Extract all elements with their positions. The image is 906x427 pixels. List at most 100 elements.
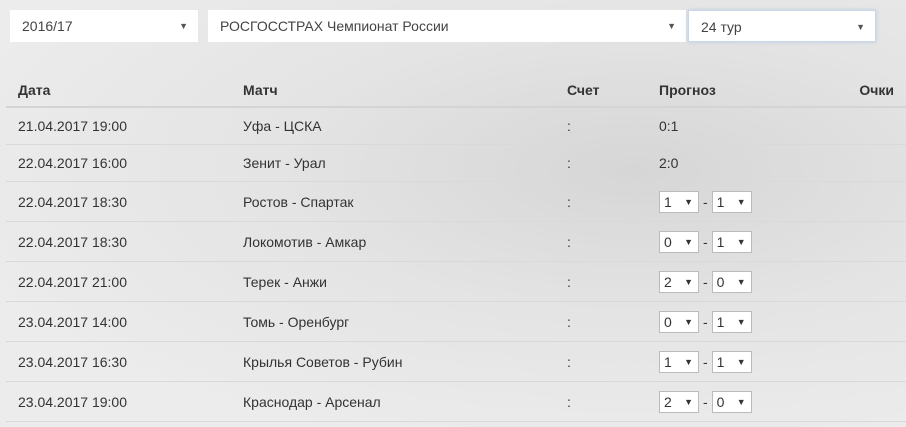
tournament-select[interactable]: РОСГОССТРАХ Чемпионат России ▼ bbox=[208, 10, 686, 42]
prediction-cell: 0:1 bbox=[647, 107, 841, 145]
table-row: 23.04.2017 16:30 Крылья Советов - Рубин:1… bbox=[6, 341, 906, 382]
date-cell: 23.04.2017 19:00 bbox=[6, 381, 231, 422]
away-goals-value: 1 bbox=[716, 353, 725, 370]
header-prediction: Прогноз bbox=[647, 74, 841, 108]
points-cell bbox=[841, 301, 906, 342]
match-cell: Томь - Оренбург bbox=[231, 301, 555, 342]
chevron-down-icon: ▼ bbox=[736, 276, 746, 287]
home-goals-select[interactable]: 1 ▼ bbox=[659, 350, 699, 373]
season-value: 2016/17 bbox=[22, 18, 73, 34]
prediction-cell: 1 ▼ -1 ▼ bbox=[647, 181, 841, 222]
chevron-down-icon: ▼ bbox=[736, 236, 746, 247]
table-row: 22.04.2017 18:30 Ростов - Спартак:1 ▼ -1 ▼ bbox=[6, 181, 906, 222]
home-goals-value: 0 bbox=[664, 233, 672, 250]
chevron-down-icon: ▼ bbox=[684, 236, 693, 247]
date-cell: 22.04.2017 21:00 bbox=[6, 261, 231, 302]
home-goals-select[interactable]: 0 ▼ bbox=[659, 230, 699, 253]
prediction-cell: 2:0 bbox=[647, 144, 841, 182]
header-score: Счет bbox=[555, 74, 647, 108]
chevron-down-icon: ▼ bbox=[684, 356, 693, 367]
table-row: 23.04.2017 19:00 Краснодар - Арсенал:2 ▼ -0… bbox=[6, 381, 906, 422]
away-goals-select[interactable]: 1 ▼ bbox=[711, 230, 752, 253]
season-select[interactable]: 2016/17 ▼ bbox=[10, 10, 198, 42]
home-goals-select[interactable]: 2 ▼ bbox=[659, 390, 699, 413]
match-cell: Ростов - Спартак bbox=[231, 181, 555, 222]
date-cell: 23.04.2017 14:00 bbox=[6, 301, 231, 342]
chevron-down-icon: ▼ bbox=[684, 196, 693, 207]
away-goals-value: 1 bbox=[716, 313, 725, 330]
points-cell bbox=[841, 107, 906, 145]
points-cell bbox=[841, 221, 906, 262]
home-goals-select[interactable]: 0 ▼ bbox=[659, 310, 699, 333]
table-header: Дата Матч Счет Прогноз Очки bbox=[6, 74, 906, 108]
home-goals-value: 1 bbox=[664, 193, 672, 210]
date-cell: 22.04.2017 16:00 bbox=[6, 144, 231, 182]
points-cell bbox=[841, 261, 906, 302]
score-cell: : bbox=[555, 181, 647, 222]
score-cell: : bbox=[555, 107, 647, 145]
table-row: 23.04.2017 14:00 Томь - Оренбург:0 ▼ -1 ▼ bbox=[6, 301, 906, 342]
tournament-value: РОСГОССТРАХ Чемпионат России bbox=[220, 18, 449, 34]
predictions-table: Дата Матч Счет Прогноз Очки 21.04.2017 1… bbox=[6, 74, 906, 422]
points-cell bbox=[841, 341, 906, 382]
filters: 2016/17 ▼ РОСГОССТРАХ Чемпионат России ▼ 2… bbox=[10, 10, 906, 42]
table-row: 22.04.2017 16:00 Зенит - Урал:2:0 bbox=[6, 144, 906, 182]
home-goals-select[interactable]: 2 ▼ bbox=[659, 270, 699, 293]
home-goals-value: 2 bbox=[664, 273, 672, 290]
chevron-down-icon: ▼ bbox=[684, 316, 693, 327]
chevron-down-icon: ▼ bbox=[736, 356, 746, 367]
separator: - bbox=[703, 313, 708, 330]
home-goals-value: 0 bbox=[664, 313, 672, 330]
match-cell: Уфа - ЦСКА bbox=[231, 107, 555, 145]
match-cell: Локомотив - Амкар bbox=[231, 221, 555, 262]
score-cell: : bbox=[555, 341, 647, 382]
separator: - bbox=[703, 393, 708, 410]
chevron-down-icon: ▼ bbox=[736, 196, 746, 207]
home-goals-select[interactable]: 1 ▼ bbox=[659, 190, 699, 213]
chevron-down-icon: ▼ bbox=[856, 22, 865, 32]
table-row: 21.04.2017 19:00 Уфа - ЦСКА:0:1 bbox=[6, 107, 906, 145]
round-value: 24 тур bbox=[701, 19, 742, 35]
prediction-cell: 2 ▼ -0 ▼ bbox=[647, 381, 841, 422]
date-cell: 22.04.2017 18:30 bbox=[6, 181, 231, 222]
date-cell: 21.04.2017 19:00 bbox=[6, 107, 231, 145]
table-row: 22.04.2017 21:00 Терек - Анжи:2 ▼ -0 ▼ bbox=[6, 261, 906, 302]
away-goals-value: 1 bbox=[716, 193, 725, 210]
score-cell: : bbox=[555, 381, 647, 422]
score-cell: : bbox=[555, 221, 647, 262]
away-goals-select[interactable]: 1 ▼ bbox=[711, 350, 752, 373]
home-goals-value: 1 bbox=[664, 353, 672, 370]
header-date: Дата bbox=[6, 74, 231, 108]
prediction-cell: 2 ▼ -0 ▼ bbox=[647, 261, 841, 302]
match-cell: Зенит - Урал bbox=[231, 144, 555, 182]
header-match: Матч bbox=[231, 74, 555, 108]
chevron-down-icon: ▼ bbox=[667, 21, 676, 31]
score-cell: : bbox=[555, 144, 647, 182]
round-select[interactable]: 24 тур ▼ bbox=[688, 10, 876, 42]
prediction-value: 0:1 bbox=[659, 118, 679, 134]
match-cell: Краснодар - Арсенал bbox=[231, 381, 555, 422]
match-cell: Крылья Советов - Рубин bbox=[231, 341, 555, 382]
prediction-cell: 0 ▼ -1 ▼ bbox=[647, 221, 841, 262]
away-goals-select[interactable]: 1 ▼ bbox=[711, 310, 752, 333]
chevron-down-icon: ▼ bbox=[736, 396, 746, 407]
away-goals-select[interactable]: 1 ▼ bbox=[711, 190, 752, 213]
score-cell: : bbox=[555, 301, 647, 342]
match-cell: Терек - Анжи bbox=[231, 261, 555, 302]
away-goals-value: 0 bbox=[716, 273, 725, 290]
points-cell bbox=[841, 381, 906, 422]
score-cell: : bbox=[555, 261, 647, 302]
away-goals-value: 0 bbox=[716, 393, 725, 410]
prediction-cell: 1 ▼ -1 ▼ bbox=[647, 341, 841, 382]
away-goals-select[interactable]: 0 ▼ bbox=[711, 390, 752, 413]
prediction-value: 2:0 bbox=[659, 155, 679, 171]
date-cell: 22.04.2017 18:30 bbox=[6, 221, 231, 262]
separator: - bbox=[703, 353, 708, 370]
away-goals-select[interactable]: 0 ▼ bbox=[711, 270, 752, 293]
date-cell: 23.04.2017 16:30 bbox=[6, 341, 231, 382]
chevron-down-icon: ▼ bbox=[736, 316, 746, 327]
away-goals-value: 1 bbox=[716, 233, 725, 250]
separator: - bbox=[703, 233, 708, 250]
chevron-down-icon: ▼ bbox=[684, 276, 693, 287]
separator: - bbox=[703, 193, 708, 210]
